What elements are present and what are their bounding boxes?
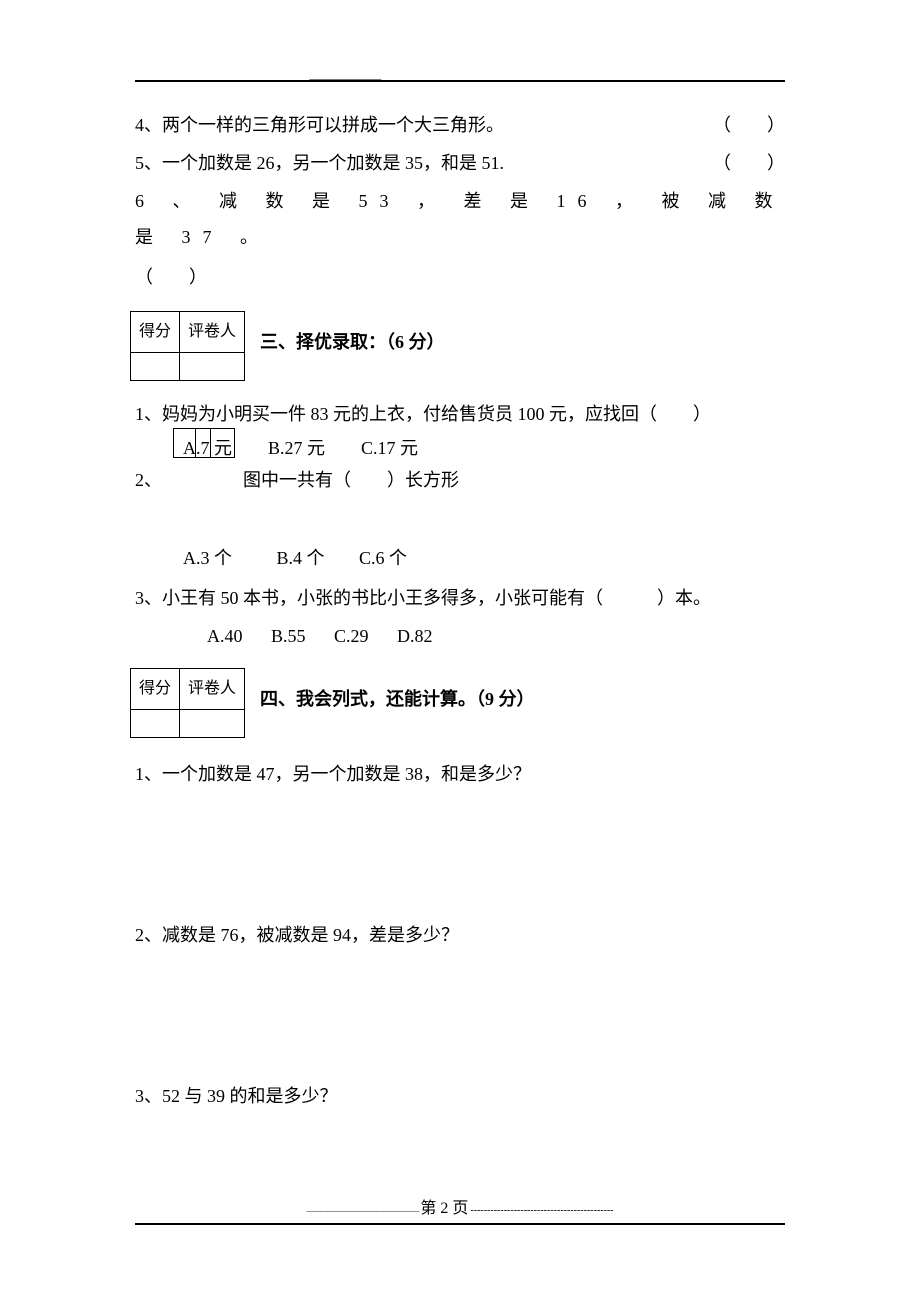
section4-title: 四、我会列式，还能计算。（9 分） [260, 681, 535, 717]
q5-paren: （ ） [713, 145, 785, 181]
score2-col2: 评卷人 [180, 669, 245, 710]
section4-q1: 1、一个加数是 47，另一个加数是 38，和是多少？ [135, 756, 785, 792]
section3-q3-options: A.40 B.55 C.29 D.82 [207, 618, 785, 654]
s3q3-optb: B.55 [271, 618, 306, 654]
q5-text: 5、一个加数是 26，另一个加数是 35，和是 51. [135, 153, 504, 173]
score-table-2: 得分 评卷人 [130, 668, 245, 738]
footer-dashes-right: ----------------------------------------… [470, 1205, 613, 1216]
section3-header: 得分 评卷人 三、择优录取：（6 分） [135, 303, 785, 381]
section3-q3: 3、小王有 50 本书，小张的书比小王多得多，小张可能有（ ）本。 [135, 580, 785, 616]
s3q2-opta: A.3 个 [183, 540, 232, 576]
footer-dashes-left: ———————————————— [306, 1206, 418, 1215]
s3q3-optc: C.29 [334, 618, 369, 654]
section4-q3: 3、52 与 39 的和是多少？ [135, 1078, 785, 1114]
score2-empty1 [131, 710, 180, 738]
score-table-1: 得分 评卷人 [130, 311, 245, 381]
section3-q1: 1、妈妈为小明买一件 83 元的上衣，付给售货员 100 元，应找回（ ） [135, 396, 785, 432]
s3q1-text: 1、妈妈为小明买一件 83 元的上衣，付给售货员 100 元，应找回（ ） [135, 404, 711, 424]
score-col2: 评卷人 [180, 312, 245, 353]
section3-title: 三、择优录取：（6 分） [260, 324, 445, 360]
footer-page: 第 2 页 [420, 1200, 468, 1217]
score-empty1 [131, 353, 180, 381]
s3q2-optc: C.6 个 [359, 540, 407, 576]
section3-q2-options: A.3 个 B.4 个 C.6 个 [183, 540, 785, 576]
q4-paren: （ ） [713, 107, 785, 143]
rect-vline1 [195, 429, 196, 457]
footer-text: ————————————————第 2 页-------------------… [0, 1194, 920, 1218]
s3q3-text: 3、小王有 50 本书，小张的书比小王多得多，小张可能有（ ）本。 [135, 588, 711, 608]
s3q1-optb: B.27 元 [268, 430, 325, 466]
tf-question-4: 4、两个一样的三角形可以拼成一个大三角形。 （ ） [135, 107, 785, 143]
s3-q1opts-q2-line: A.7 元 B.27 元 C.17 元 [135, 430, 785, 466]
tf-question-6: 6 、 减 数 是 53 ， 差 是 16 ， 被 减 数 是 37 。 [135, 183, 785, 255]
score-empty2 [180, 353, 245, 381]
q6-paren: （ ） [135, 267, 207, 287]
bottom-rule-area [135, 1223, 785, 1225]
tf-question-5: 5、一个加数是 26，另一个加数是 35，和是 51. （ ） [135, 145, 785, 181]
tf-question-6-paren: （ ） [135, 259, 785, 295]
s3q3-optd: D.82 [397, 618, 433, 654]
s3q2-prefix: 2、 [135, 470, 162, 490]
s3q2-suffix: 图中一共有（ ）长方形 [243, 470, 459, 490]
bottom-rule [135, 1223, 785, 1225]
section4-header: 得分 评卷人 四、我会列式，还能计算。（9 分） [135, 660, 785, 738]
rectangle-diagram [173, 428, 235, 458]
q6-text: 6 、 减 数 是 53 ， 差 是 16 ， 被 减 数 是 37 。 [135, 191, 785, 247]
content-body: 4、两个一样的三角形可以拼成一个大三角形。 （ ） 5、一个加数是 26，另一个… [135, 107, 785, 1114]
score2-col1: 得分 [131, 669, 180, 710]
q4-text: 4、两个一样的三角形可以拼成一个大三角形。 [135, 115, 504, 135]
top-dashes: ——————————————————————------------------… [155, 75, 381, 84]
section3-q1-options-and-q2: A.7 元 B.27 元 C.17 元 2、 图中一共有（ ）长方形 [135, 430, 785, 498]
score2-empty2 [180, 710, 245, 738]
section4-q2: 2、减数是 76，被减数是 94，差是多少？ [135, 917, 785, 953]
page-content: ——————————————————————------------------… [0, 0, 920, 1302]
section3-q2: 2、 图中一共有（ ）长方形 [135, 462, 785, 498]
rect-vline2 [210, 429, 211, 457]
s3q2-optb: B.4 个 [277, 540, 325, 576]
score-col1: 得分 [131, 312, 180, 353]
s3q1-optc: C.17 元 [361, 430, 418, 466]
s3q3-opta: A.40 [207, 618, 243, 654]
